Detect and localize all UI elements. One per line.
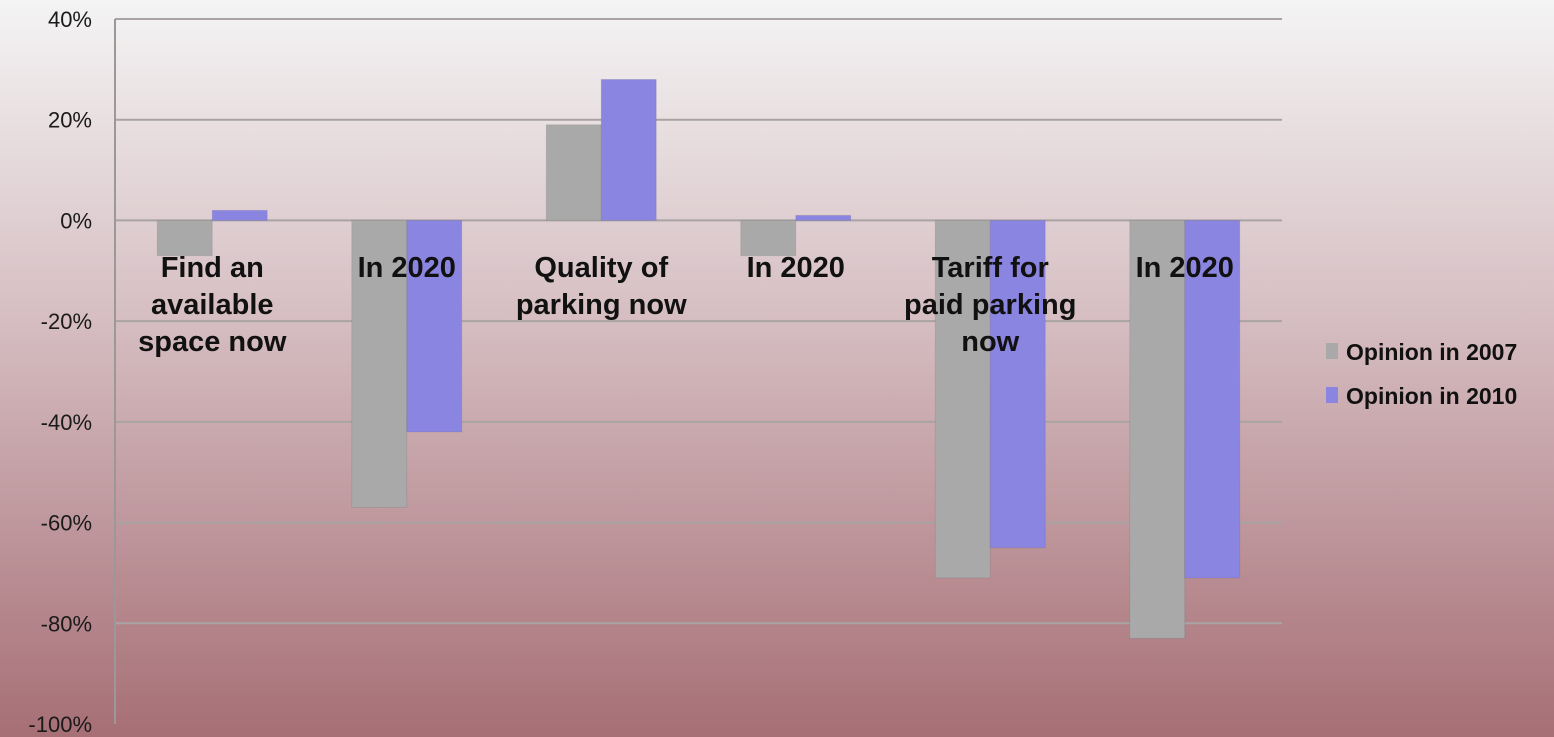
bar-2007-cat-2 xyxy=(545,124,602,221)
category-label-line: Quality of xyxy=(534,252,668,284)
y-tick-label: -20% xyxy=(41,309,92,334)
y-axis-ticks: 40% 20% 0% -20% -40% -60% -80% -100% xyxy=(28,7,92,737)
category-label-line: In 2020 xyxy=(358,252,456,284)
category-label-line: In 2020 xyxy=(747,252,845,284)
bars xyxy=(156,78,1241,639)
category-label: Find an available space now xyxy=(138,252,287,358)
bar-2007-cat-4 xyxy=(934,219,991,579)
gridlines xyxy=(115,18,1282,625)
bar-2010-cat-0 xyxy=(211,209,268,221)
y-tick-label: -80% xyxy=(41,611,92,636)
category-label-line: space now xyxy=(138,326,287,358)
y-tick-label: 0% xyxy=(60,208,92,233)
category-label-line: Find an xyxy=(161,252,264,284)
category-label-line: parking now xyxy=(516,289,687,321)
bar-2007-cat-5 xyxy=(1129,219,1186,639)
y-tick-label: 20% xyxy=(48,108,92,133)
legend: Opinion in 2007 Opinion in 2010 xyxy=(1326,339,1517,409)
category-label: In 2020 xyxy=(1136,252,1234,284)
category-label-line: now xyxy=(961,326,1019,358)
bar-2007-cat-3 xyxy=(740,219,797,257)
y-tick-label: -100% xyxy=(28,712,92,737)
category-label-line: paid parking xyxy=(904,289,1076,321)
bar-2010-cat-5 xyxy=(1184,219,1241,579)
category-label-line: Tariff for xyxy=(932,252,1049,284)
bar-2010-cat-3 xyxy=(795,214,852,221)
bar-2007-cat-0 xyxy=(156,219,213,257)
category-label: Tariff for paid parking now xyxy=(904,252,1076,358)
legend-swatch xyxy=(1326,343,1338,359)
bar-2010-cat-1 xyxy=(406,219,463,433)
legend-label: Opinion in 2010 xyxy=(1346,383,1517,409)
category-label-line: In 2020 xyxy=(1136,252,1234,284)
bar-2010-cat-4 xyxy=(989,219,1046,549)
category-label-line: available xyxy=(151,289,274,321)
y-tick-label: 40% xyxy=(48,7,92,32)
category-label: Quality of parking now xyxy=(516,252,687,321)
legend-swatch xyxy=(1326,387,1338,403)
category-label: In 2020 xyxy=(747,252,845,284)
bar-2007-cat-1 xyxy=(351,219,408,508)
y-tick-label: -40% xyxy=(41,410,92,435)
y-tick-label: -60% xyxy=(41,511,92,536)
bar-2010-cat-2 xyxy=(600,78,657,221)
legend-label: Opinion in 2007 xyxy=(1346,339,1517,365)
category-labels: Find an available space now In 2020 Quality … xyxy=(138,252,1234,358)
category-label: In 2020 xyxy=(358,252,456,284)
